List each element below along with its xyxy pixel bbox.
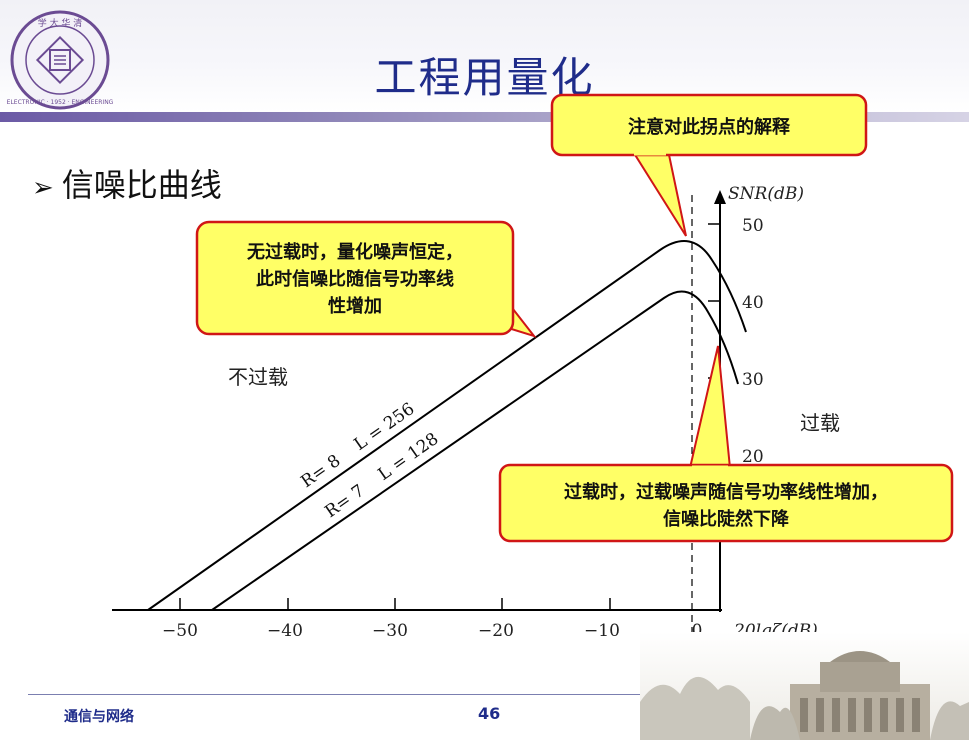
snr-curve-r8 (147, 240, 747, 611)
page-number: 46 (478, 704, 501, 723)
header-band (0, 0, 969, 112)
y-axis-label: SNR(dB) (728, 184, 804, 204)
callout-top: 注意对此拐点的解释 (550, 93, 868, 237)
callout-left-line-3: 性增加 (328, 295, 382, 317)
x-ticks (179, 598, 611, 610)
svg-text:学 大 华 清: 学 大 华 清 (38, 17, 83, 29)
callout-left-line-1: 无过载时，量化噪声恒定， (247, 241, 463, 263)
snr-curve-r7 (211, 290, 739, 611)
y-tick-label: 40 (742, 293, 764, 313)
bullet-item: ➢ 信噪比曲线 (32, 160, 222, 206)
callout-left: 无过载时，量化噪声恒定， 此时信噪比随信号功率线 性增加 (195, 220, 537, 338)
curve-label-r8: R= 8 L = 256 (297, 399, 418, 492)
header-divider (0, 112, 969, 122)
region-label-overload: 过载 (800, 411, 840, 435)
y-tick-label: 20 (742, 447, 764, 467)
arrow-bullet-icon: ➢ (32, 173, 54, 203)
callout-bottom-pointer (688, 345, 732, 469)
callout-left-box (195, 220, 515, 336)
university-logo: 学 大 华 清 ELECTRONIC · 1952 · ENGINEERING (7, 10, 114, 110)
callout-bottom: 过载时，过载噪声随信号功率线性增加， 信噪比陡然下降 (498, 345, 954, 543)
x-tick-label: −40 (267, 621, 303, 641)
footer-course-name: 通信与网络 (64, 709, 134, 725)
callout-top-box (550, 93, 868, 157)
y-tick-label: 30 (742, 370, 764, 390)
bullet-text: 信噪比曲线 (61, 166, 222, 204)
y-axis-arrow-icon (714, 190, 726, 204)
callout-left-line-2: 此时信噪比随信号功率线 (256, 268, 454, 290)
x-tick-label: −20 (478, 621, 514, 641)
slide-title: 工程用量化 (374, 53, 595, 102)
x-tick-label: −50 (162, 621, 198, 641)
x-tick-label: −10 (584, 621, 620, 641)
x-tick-label: 0 (692, 621, 703, 641)
callout-bottom-line-2: 信噪比陡然下降 (663, 508, 790, 530)
callout-top-text: 注意对此拐点的解释 (628, 116, 791, 138)
callout-top-pointer (630, 149, 687, 237)
callout-bottom-box (498, 463, 954, 543)
svg-text:ELECTRONIC · 1952 · ENGINEERIN: ELECTRONIC · 1952 · ENGINEERING (7, 99, 114, 106)
campus-building-image (640, 632, 969, 740)
callout-bottom-line-1: 过载时，过载噪声随信号功率线性增加， (564, 481, 888, 503)
region-label-no-overload: 不过载 (228, 365, 288, 389)
y-tick-label: 50 (742, 216, 764, 236)
x-tick-label: −30 (372, 621, 408, 641)
footer-divider (28, 694, 640, 695)
